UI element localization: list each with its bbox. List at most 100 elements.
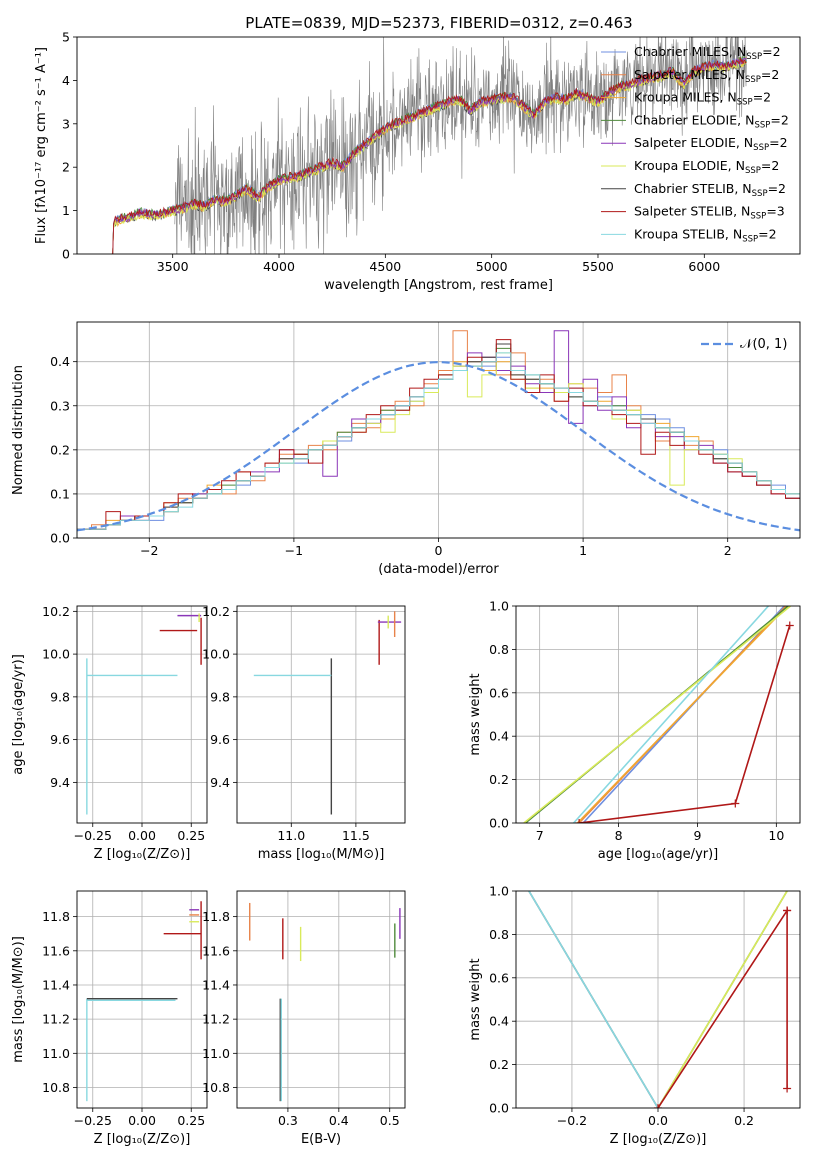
cumulative-weight-line (523, 606, 792, 823)
x-tick-label: 0.00 (128, 1113, 156, 1128)
legend-entry: Salpeter MILES, NSSP=2 (634, 67, 779, 85)
residuals-plot-area (77, 330, 800, 538)
mass_weight_vs_Z-plot-area (528, 891, 792, 1108)
x-axis-label: Z [log₁₀(Z/Z⊙)] (94, 1132, 191, 1147)
age_vs_mass-plot-area (253, 611, 402, 815)
y-tick-label: 0.0 (489, 1101, 509, 1116)
x-tick-label: 7 (536, 828, 544, 843)
y-tick-label: 11.2 (42, 1012, 70, 1027)
mass_vs_Z-plot-area (86, 901, 202, 1102)
x-tick-label: −0.2 (557, 1113, 587, 1128)
y-tick-label: 0.2 (489, 1057, 509, 1072)
y-tick-label: 11.4 (42, 977, 70, 992)
x-tick-label: −0.25 (74, 1113, 112, 1128)
x-tick-label: 0.0 (648, 1113, 668, 1128)
y-tick-label: 9.8 (210, 689, 230, 704)
spectrum-panel: 3500 4000 4500 5000 5500 6000 0 1 2 3 4 5 wavelength… (34, 30, 801, 293)
y-tick-label: 0.4 (50, 354, 70, 369)
spectrum-legend: Chabrier MILES, NSSP=2 Salpeter MILES, NS… (601, 44, 789, 244)
y-tick-label: 11.8 (42, 909, 70, 924)
y-axis-label: mass weight (468, 958, 483, 1040)
y-tick-label: 0.2 (489, 772, 509, 787)
x-tick-label: 4000 (263, 259, 295, 274)
x-tick-label: 4500 (369, 259, 401, 274)
x-axis-label: wavelength [Angstrom, rest frame] (324, 278, 553, 293)
x-tick-label: 8 (615, 828, 623, 843)
x-tick-label: 0 (435, 543, 443, 558)
axes-frame (236, 890, 406, 1109)
y-tick-label: 0.4 (489, 729, 509, 744)
spectrum-plot-area (111, 37, 748, 254)
y-tick-label: 0.8 (489, 927, 509, 942)
y-tick-label: 2 (62, 160, 70, 175)
axes-frame (76, 321, 801, 539)
y-tick-label: 11.6 (202, 943, 230, 958)
x-tick-label: 9 (693, 828, 701, 843)
histogram-step (77, 352, 800, 538)
axes-frame (76, 890, 208, 1109)
figure-title: PLATE=0839, MJD=52373, FIBERID=0312, z=0… (245, 14, 632, 32)
legend-entry: Chabrier MILES, NSSP=2 (634, 44, 781, 62)
age-vs-mass-panel: 11.0 11.5 9.4 9.6 9.8 10.0 10.2 mass [log₁₀(M/M… (202, 604, 406, 862)
y-axis-label: mass [log₁₀(M/M⊙)] (11, 936, 26, 1063)
y-tick-label: 11.8 (202, 909, 230, 924)
y-tick-label: 0.4 (489, 1014, 509, 1029)
age-vs-metallicity-panel: −0.25 0.00 0.25 9.4 9.6 9.8 10.0 10.2 Z [log₁₀(Z… (11, 604, 208, 862)
y-axis-label: Normed distribution (11, 365, 26, 495)
x-axis-label: Z [log₁₀(Z/Z⊙)] (94, 847, 191, 862)
axes-frame (515, 890, 801, 1109)
x-tick-label: −2 (140, 543, 158, 558)
x-tick-label: 0.00 (128, 828, 156, 843)
y-tick-label: 11.4 (202, 977, 230, 992)
y-tick-label: 9.8 (50, 689, 70, 704)
x-tick-label: 0.5 (380, 1113, 400, 1128)
y-tick-label: 11.0 (42, 1046, 70, 1061)
mass_vs_ebv-plot-area (249, 902, 401, 1102)
plus-marker (783, 1084, 792, 1093)
x-tick-label: 11.5 (342, 828, 370, 843)
y-tick-label: 5 (62, 30, 70, 45)
model-spectrum-line (111, 57, 747, 254)
legend-entry: Salpeter ELODIE, NSSP=2 (634, 135, 788, 153)
x-tick-label: −1 (285, 543, 303, 558)
y-tick-label: 10.2 (42, 604, 70, 619)
x-tick-label: 0.4 (329, 1113, 349, 1128)
y-tick-label: 9.6 (210, 732, 230, 747)
cumulative-weight-line (657, 907, 788, 1108)
x-tick-label: 6000 (688, 259, 720, 274)
plus-marker (731, 799, 740, 808)
mass-vs-ebv-panel: 0.3 0.4 0.5 10.8 11.0 11.2 11.4 11.6 11.8 E(B-V) (202, 890, 406, 1147)
x-tick-label: 2 (724, 543, 732, 558)
y-tick-label: 9.4 (50, 775, 70, 790)
plus-marker (785, 621, 794, 630)
x-tick-label: 5000 (476, 259, 508, 274)
x-tick-label: 0.25 (177, 828, 205, 843)
mass-vs-metallicity-panel: −0.25 0.00 0.25 10.8 11.0 11.2 11.4 11.6 11.8 Z [… (11, 890, 208, 1147)
y-tick-label: 11.6 (42, 943, 70, 958)
y-tick-label: 3 (62, 116, 70, 131)
gaussian-reference-curve (77, 360, 800, 532)
legend-entry: 𝒩(0, 1) (740, 337, 787, 352)
plus-marker (783, 906, 792, 915)
legend-entry: Kroupa ELODIE, NSSP=2 (634, 158, 779, 176)
legend-entry: Salpeter STELIB, NSSP=3 (634, 204, 785, 222)
mass-weight-vs-metallicity-panel: −0.2 0.0 0.2 0.0 0.2 0.4 0.6 0.8 1.0 Z [log₁₀(Z/Z… (468, 884, 801, 1147)
y-tick-label: 0.8 (489, 642, 509, 657)
axes-frame (76, 605, 208, 824)
axes-frame (515, 605, 801, 824)
y-tick-label: 10.0 (202, 647, 230, 662)
y-tick-label: 0.3 (50, 398, 70, 413)
y-tick-label: 10.0 (42, 647, 70, 662)
y-tick-label: 0.2 (50, 442, 70, 457)
age_vs_Z-plot-area (86, 613, 202, 815)
legend-entry: Chabrier ELODIE, NSSP=2 (634, 112, 789, 130)
y-tick-label: 10.2 (202, 604, 230, 619)
legend-entry: Kroupa STELIB, NSSP=2 (634, 226, 777, 244)
x-tick-label: 0.25 (177, 1113, 205, 1128)
x-axis-label: (data-model)/error (378, 562, 499, 577)
y-axis-label: mass weight (468, 673, 483, 755)
y-tick-label: 9.6 (50, 732, 70, 747)
plus-marker (575, 819, 584, 823)
x-tick-label: 0.3 (278, 1113, 298, 1128)
